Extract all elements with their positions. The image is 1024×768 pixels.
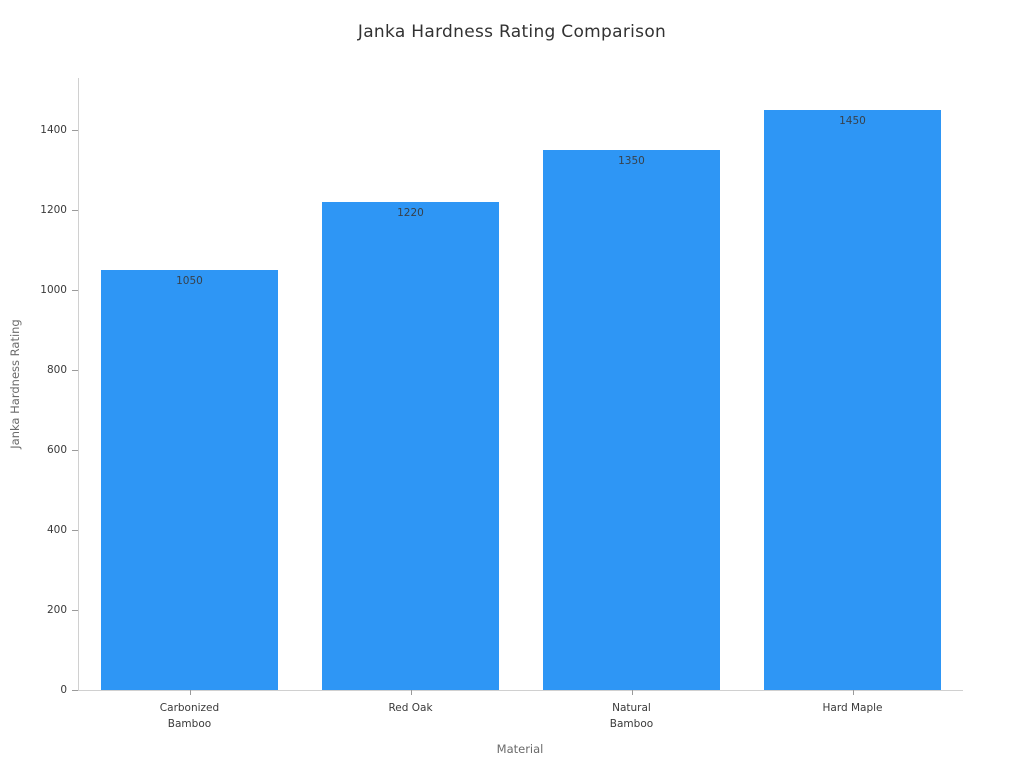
- bar-value-label: 1220: [397, 207, 424, 219]
- bar: 1450: [764, 110, 941, 690]
- y-tick-mark: [72, 130, 78, 131]
- y-axis-tick-label: 400: [46, 524, 67, 536]
- y-tick-mark: [72, 530, 78, 531]
- bar-value-label: 1450: [839, 115, 866, 127]
- bar: 1050: [101, 270, 278, 690]
- y-axis-title-text: Janka Hardness Rating: [8, 319, 22, 449]
- y-axis-tick-label: 200: [46, 604, 67, 616]
- x-tick-mark: [189, 690, 191, 695]
- y-axis-tick-label: 600: [46, 444, 67, 456]
- y-axis-tick-label: 800: [46, 364, 67, 376]
- bar-value-label: 1050: [176, 275, 203, 287]
- y-tick-mark: [72, 370, 78, 371]
- x-axis-title: Material: [496, 742, 544, 756]
- y-tick-mark: [72, 690, 78, 691]
- x-axis-tick-label: Hard Maple: [822, 702, 883, 714]
- bar: 1350: [543, 150, 720, 690]
- y-tick-mark: [72, 610, 78, 611]
- chart-title: Janka Hardness Rating Comparison: [357, 22, 667, 42]
- y-tick-mark: [72, 450, 78, 451]
- y-axis-tick-label: 0: [60, 684, 67, 696]
- y-axis-tick-label: 1400: [40, 124, 67, 136]
- x-axis-tick-label: Carbonized Bamboo: [159, 702, 220, 730]
- bar-value-label: 1350: [618, 155, 645, 168]
- y-tick-mark: [72, 210, 78, 211]
- plot-area: 0 200 400 600 800 1000 1200 1400 1050 1220 1350 145…: [40, 78, 963, 730]
- x-tick-mark: [852, 690, 854, 695]
- y-axis-tick-label: 1000: [40, 284, 67, 296]
- y-axis-tick-label: 1200: [40, 204, 67, 216]
- y-tick-mark: [72, 290, 78, 291]
- x-tick-mark: [631, 690, 633, 695]
- bar: 1220: [322, 202, 499, 690]
- x-axis-tick-label: Natural Bamboo: [609, 702, 654, 730]
- x-axis-tick-label: Red Oak: [388, 702, 433, 714]
- x-tick-mark: [410, 690, 412, 695]
